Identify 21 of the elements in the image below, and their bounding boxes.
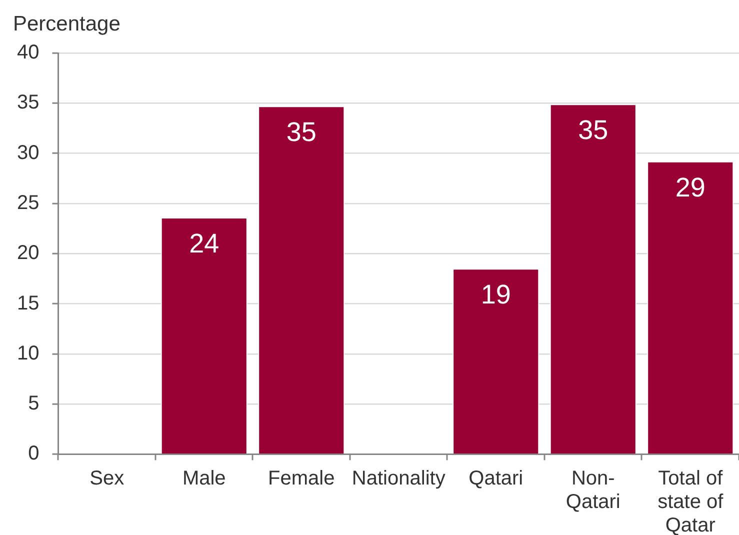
y-axis-title: Percentage [13, 12, 120, 36]
x-tick-label: Nationality [352, 468, 446, 490]
data-label: 19 [480, 280, 511, 310]
y-tick-label: 30 [16, 142, 40, 164]
data-label: 24 [189, 228, 220, 258]
data-label: 35 [578, 115, 608, 146]
y-tick-label: 0 [28, 442, 40, 465]
y-tick-label: 20 [16, 242, 40, 264]
x-tick-label: Sex [90, 468, 124, 490]
data-label: 35 [286, 117, 316, 148]
y-tick-label: 5 [28, 392, 40, 415]
y-tick-label: 15 [16, 292, 40, 314]
x-tick-label: Non-Qatari [566, 468, 620, 514]
y-tick-label: 40 [16, 42, 40, 64]
x-tick-label: Male [182, 468, 226, 490]
data-label: 29 [675, 172, 706, 202]
y-tick-label: 10 [16, 342, 40, 364]
y-tick-label: 35 [16, 92, 40, 114]
y-tick-label: 25 [16, 192, 40, 214]
x-tick-label: Female [268, 468, 335, 490]
x-tick-label: Qatari [468, 468, 524, 490]
